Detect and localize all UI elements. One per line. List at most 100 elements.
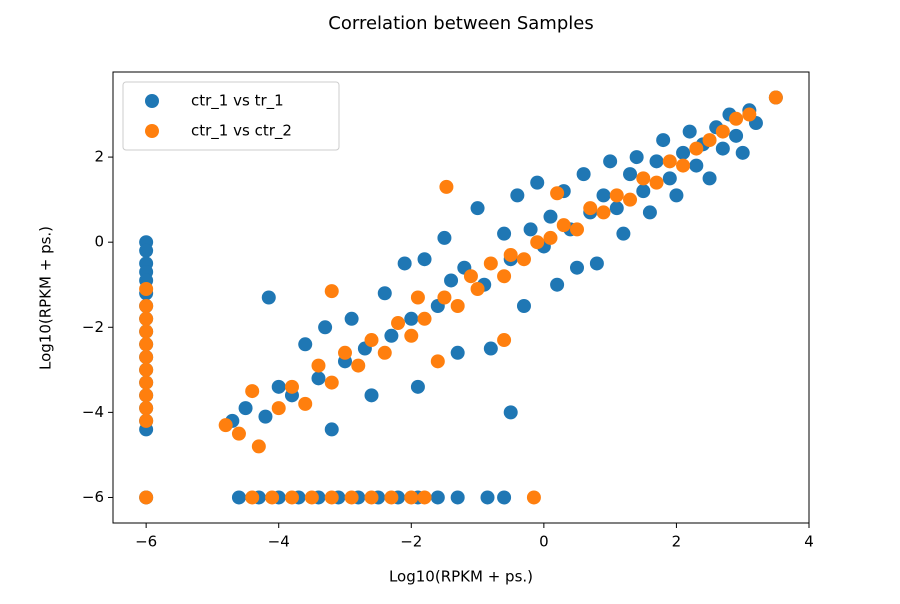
point bbox=[715, 141, 730, 156]
point bbox=[324, 375, 339, 390]
point bbox=[377, 345, 392, 360]
point bbox=[596, 205, 611, 220]
point bbox=[676, 158, 691, 173]
point bbox=[430, 490, 445, 505]
point bbox=[649, 175, 664, 190]
point bbox=[616, 226, 631, 241]
x-tick-label: −4 bbox=[268, 533, 290, 551]
point bbox=[676, 145, 691, 160]
point bbox=[298, 337, 313, 352]
point bbox=[603, 154, 618, 169]
point bbox=[231, 426, 246, 441]
point bbox=[689, 141, 704, 156]
point bbox=[543, 230, 558, 245]
x-tick-label: 0 bbox=[539, 533, 549, 551]
legend-box bbox=[122, 81, 340, 151]
point bbox=[450, 490, 465, 505]
point bbox=[261, 290, 276, 305]
point bbox=[729, 111, 744, 126]
point bbox=[530, 235, 545, 250]
point bbox=[231, 490, 246, 505]
point bbox=[298, 396, 313, 411]
point bbox=[430, 354, 445, 369]
point bbox=[391, 316, 406, 331]
point bbox=[364, 490, 379, 505]
point bbox=[583, 201, 598, 216]
point bbox=[410, 379, 425, 394]
point bbox=[444, 273, 459, 288]
point bbox=[530, 175, 545, 190]
point bbox=[324, 284, 339, 299]
point bbox=[463, 269, 478, 284]
y-tick-label: 2 bbox=[94, 148, 104, 166]
x-tick-label: −2 bbox=[400, 533, 422, 551]
point bbox=[516, 299, 531, 314]
point bbox=[702, 171, 717, 186]
point bbox=[503, 405, 518, 420]
point bbox=[662, 171, 677, 186]
point bbox=[497, 333, 512, 348]
y-tick-label: −2 bbox=[82, 318, 104, 336]
point bbox=[470, 281, 485, 296]
point bbox=[417, 311, 432, 326]
point bbox=[384, 490, 399, 505]
x-tick-label: −6 bbox=[135, 533, 157, 551]
point bbox=[570, 260, 584, 275]
point bbox=[271, 401, 286, 416]
point bbox=[550, 186, 565, 201]
point bbox=[238, 401, 253, 416]
point bbox=[470, 201, 485, 216]
point bbox=[410, 290, 425, 305]
point bbox=[450, 345, 465, 360]
point bbox=[656, 133, 671, 148]
legend-label: ctr_1 vs ctr_2 bbox=[191, 122, 292, 141]
point bbox=[139, 362, 154, 377]
point bbox=[669, 188, 684, 203]
point bbox=[702, 133, 717, 148]
point bbox=[437, 290, 452, 305]
point bbox=[636, 171, 651, 186]
point bbox=[344, 490, 359, 505]
point bbox=[556, 218, 571, 233]
point bbox=[139, 490, 154, 505]
point bbox=[344, 311, 359, 326]
point bbox=[642, 205, 657, 220]
point bbox=[649, 154, 664, 169]
point bbox=[596, 188, 611, 203]
point bbox=[404, 311, 419, 326]
point bbox=[364, 388, 379, 403]
point bbox=[351, 358, 366, 373]
point bbox=[729, 128, 744, 143]
point bbox=[139, 350, 154, 365]
point bbox=[245, 384, 260, 399]
point bbox=[397, 256, 412, 271]
point bbox=[439, 179, 454, 194]
point bbox=[364, 333, 379, 348]
point bbox=[715, 124, 730, 139]
point bbox=[404, 490, 419, 505]
point bbox=[662, 154, 677, 169]
point bbox=[589, 256, 604, 271]
point bbox=[623, 192, 638, 207]
point bbox=[609, 188, 624, 203]
point bbox=[139, 388, 154, 403]
chart-title: Correlation between Samples bbox=[328, 13, 593, 34]
point bbox=[139, 375, 154, 390]
point bbox=[550, 277, 565, 292]
point bbox=[139, 299, 154, 314]
x-tick-label: 2 bbox=[672, 533, 682, 551]
y-tick-label: −4 bbox=[82, 403, 104, 421]
point bbox=[139, 311, 154, 326]
point bbox=[510, 188, 525, 203]
point bbox=[682, 124, 697, 139]
point bbox=[324, 490, 339, 505]
point bbox=[609, 201, 624, 216]
point bbox=[526, 490, 541, 505]
point bbox=[284, 490, 299, 505]
point bbox=[251, 439, 266, 454]
legend-marker bbox=[145, 94, 159, 108]
point bbox=[324, 422, 339, 437]
point bbox=[338, 345, 352, 360]
legend-marker bbox=[145, 124, 159, 138]
